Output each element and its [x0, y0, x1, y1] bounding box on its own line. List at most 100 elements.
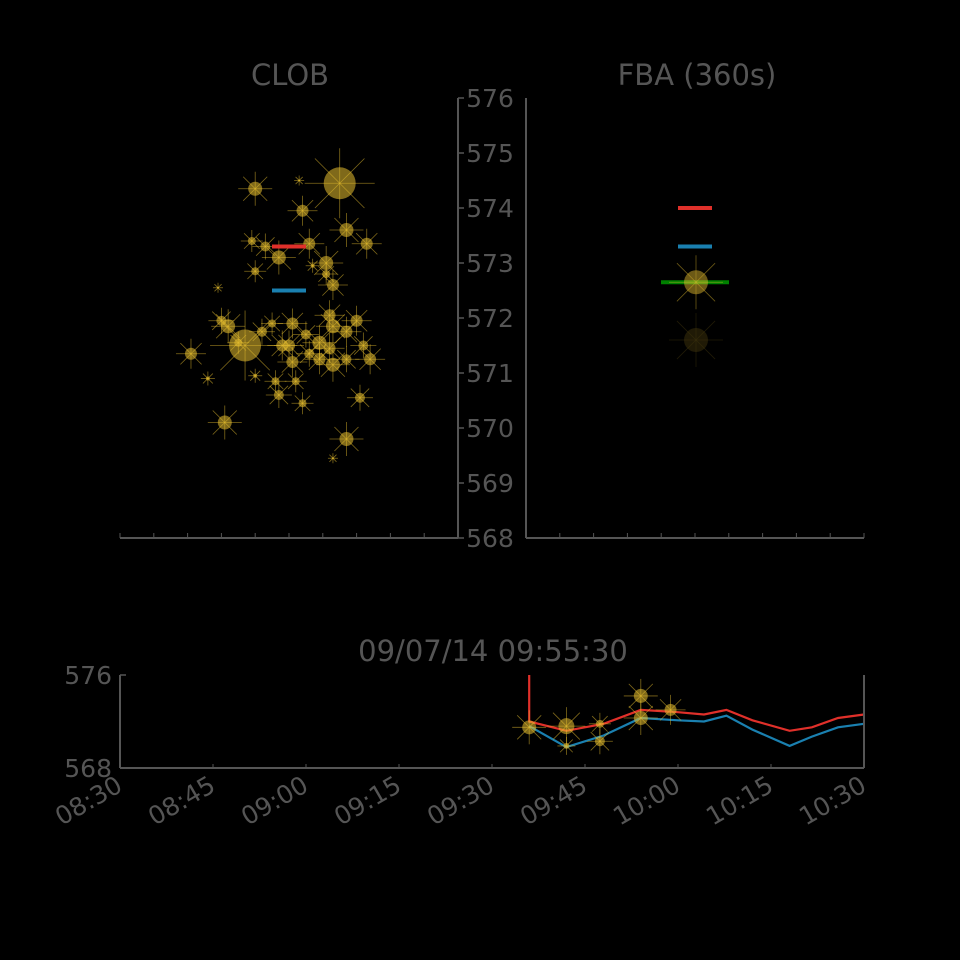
timeline-trade-marker — [557, 736, 576, 755]
clob-order-marker-dot — [310, 263, 315, 268]
clob-order-marker — [315, 347, 350, 382]
clob-order-marker-dot — [364, 353, 377, 366]
clob-order-marker — [304, 148, 375, 219]
fba-panel: FBA (360s) — [525, 58, 865, 539]
clob-order-marker — [341, 305, 372, 336]
clob-order-marker-dot — [339, 223, 354, 237]
clob-order-marker-dot — [291, 377, 300, 386]
clob-y-tick-label: 571 — [466, 359, 514, 388]
clob-order-marker-dot — [271, 377, 280, 386]
clob-order-marker-dot — [268, 319, 277, 328]
timeline-trade-marker-dot — [522, 720, 537, 735]
clob-order-marker-dot — [260, 241, 271, 252]
timeline-trade-marker — [512, 710, 547, 745]
fba-order-marker-dot — [684, 328, 708, 352]
clob-order-marker-dot — [248, 181, 263, 196]
clob-order-marker-dot — [350, 314, 363, 327]
clob-order-marker-dot — [205, 376, 210, 381]
clob-order-marker-dot — [217, 286, 220, 289]
clob-order-marker — [294, 175, 305, 186]
clob-order-marker — [277, 347, 308, 377]
timeline-trade-marker — [586, 728, 613, 755]
timeline-title: 09/07/14 09:55:30 — [358, 634, 628, 668]
timeline-trade-marker — [623, 701, 658, 736]
clob-order-marker-dot — [325, 357, 340, 372]
clob-order-marker-dot — [251, 267, 260, 276]
clob-order-marker — [284, 370, 307, 393]
clob-order-marker — [264, 370, 287, 393]
clob-order-marker-dot — [323, 342, 336, 355]
timeline-trade-marker — [623, 678, 658, 713]
timeline-y-ticks: 576 568 — [64, 661, 126, 783]
clob-order-marker-dot — [296, 204, 309, 217]
clob-order-marker-dot — [340, 325, 353, 338]
fba-order-marker — [669, 255, 723, 310]
clob-order-marker-dot — [339, 432, 354, 446]
clob-order-marker-dot — [312, 335, 327, 350]
clob-order-marker-dot — [360, 237, 373, 250]
clob-order-marker-dot — [303, 237, 316, 250]
clob-order-marker — [175, 338, 206, 369]
clob-y-tick-label: 573 — [466, 249, 514, 278]
clob-order-marker-dot — [256, 326, 267, 337]
clob-order-marker — [296, 340, 323, 367]
timeline-markers — [512, 678, 686, 755]
clob-y-tick-label: 575 — [466, 139, 514, 168]
clob-order-marker — [329, 422, 364, 456]
clob-order-marker-dot — [298, 399, 307, 408]
clob-order-marker-dot — [276, 339, 289, 352]
clob-order-marker-dot — [331, 457, 334, 460]
clob-order-marker — [291, 392, 314, 415]
clob-order-marker — [327, 453, 338, 464]
clob-order-marker — [248, 318, 275, 345]
timeline-trade-marker-dot — [563, 742, 570, 749]
clob-order-marker — [315, 309, 350, 344]
clob-y-tick-label: 574 — [466, 194, 514, 223]
clob-order-marker-dot — [341, 354, 352, 365]
clob-order-marker-dot — [326, 279, 339, 291]
clob-order-marker — [244, 260, 267, 283]
clob-order-marker-dot — [271, 250, 286, 265]
clob-order-marker-dot — [358, 340, 369, 351]
fba-order-marker — [669, 313, 723, 367]
clob-order-marker — [305, 258, 320, 273]
clob-order-marker — [200, 371, 215, 386]
clob-order-marker-dot — [229, 329, 262, 362]
clob-title: CLOB — [251, 58, 329, 92]
clob-order-marker-dot — [354, 392, 365, 403]
clob-order-marker-dot — [234, 338, 243, 347]
clob-order-marker-dot — [273, 390, 284, 400]
clob-order-marker — [207, 405, 242, 440]
clob-order-marker — [333, 346, 360, 373]
clob-order-marker — [294, 228, 325, 259]
clob-order-marker-dot — [286, 317, 299, 330]
fba-order-marker-spike — [676, 320, 716, 360]
timeline-trade-marker-dot — [558, 718, 575, 735]
clob-x-ticks — [119, 533, 459, 538]
timeline-trade-marker-dot — [633, 688, 648, 703]
fba-order-marker-spike — [676, 320, 716, 360]
clob-order-marker-dot — [300, 329, 311, 340]
clob-order-marker — [248, 368, 263, 383]
clob-y-tick-label: 569 — [466, 469, 514, 498]
clob-order-marker-dot — [286, 356, 299, 368]
clob-order-marker — [267, 330, 298, 361]
fba-title: FBA (360s) — [618, 58, 777, 92]
clob-order-marker — [277, 308, 308, 339]
fba-order-marker-spike — [676, 262, 716, 302]
timeline-trade-marker-dot — [595, 719, 604, 728]
clob-panel: CLOB 576 575 574 573 572 571 570 569 568 — [119, 58, 514, 553]
clob-order-marker — [265, 382, 292, 408]
clob-order-marker — [355, 344, 386, 375]
clob-y-tick-label: 572 — [466, 304, 514, 333]
fba-order-markers — [669, 255, 723, 367]
clob-y-tick-label: 576 — [466, 84, 514, 113]
fba-x-ticks — [525, 533, 865, 538]
clob-order-marker-dot — [247, 237, 256, 245]
clob-order-marker-dot — [304, 348, 315, 359]
clob-y-tick-label: 570 — [466, 414, 514, 443]
timeline-trade-marker — [655, 694, 686, 725]
clob-order-marker-dot — [323, 167, 356, 200]
